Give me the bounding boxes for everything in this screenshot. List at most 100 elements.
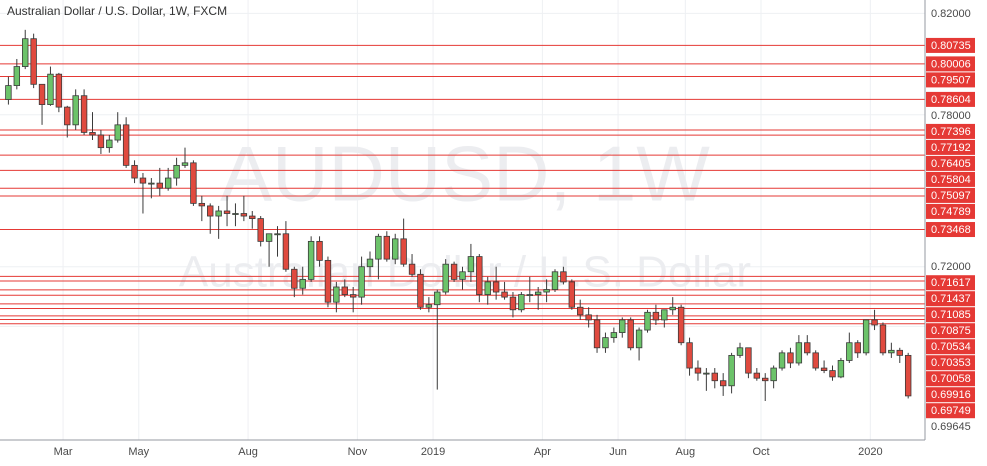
candle-body bbox=[417, 273, 424, 308]
candle-body bbox=[795, 342, 803, 364]
candle-body bbox=[72, 95, 79, 126]
candle-body bbox=[249, 215, 256, 219]
candle-body bbox=[265, 233, 273, 242]
candle-body bbox=[694, 367, 702, 374]
candle-body bbox=[80, 95, 88, 133]
candle-body bbox=[829, 370, 836, 378]
candle-body bbox=[896, 349, 903, 356]
candle-body bbox=[644, 311, 651, 331]
candle-body bbox=[661, 309, 668, 321]
levels bbox=[0, 44, 925, 325]
candle-body bbox=[425, 304, 433, 308]
candle-body bbox=[669, 306, 676, 311]
candle-body bbox=[804, 342, 811, 354]
level-label: 0.71085 bbox=[931, 309, 971, 321]
level-label-bg bbox=[926, 275, 975, 291]
candle-body bbox=[316, 240, 323, 261]
candle-body bbox=[450, 263, 458, 280]
watermark: AUDUSD, 1W bbox=[220, 130, 710, 218]
level-label-bg bbox=[926, 291, 975, 307]
candle-body bbox=[770, 367, 777, 382]
candle-body bbox=[442, 263, 449, 293]
candle-body bbox=[164, 177, 172, 189]
candle-body bbox=[148, 182, 155, 185]
candle-body bbox=[291, 268, 298, 289]
time-axis-bg bbox=[0, 440, 925, 466]
level-label-bg bbox=[926, 403, 975, 419]
candle-body bbox=[13, 66, 21, 86]
candle-body bbox=[753, 372, 761, 379]
candle-body bbox=[349, 294, 357, 298]
candle-body bbox=[888, 349, 895, 354]
candle-body bbox=[501, 291, 508, 298]
candle-body bbox=[114, 124, 121, 141]
candle-body bbox=[38, 83, 46, 105]
candle-body bbox=[408, 263, 416, 275]
level-label: 0.77396 bbox=[931, 126, 971, 138]
candle-body bbox=[585, 314, 592, 321]
level-label-bg bbox=[926, 323, 975, 339]
candle-body bbox=[602, 337, 609, 349]
level-label: 0.71437 bbox=[931, 293, 971, 305]
level-label: 0.78604 bbox=[931, 94, 971, 106]
candle-body bbox=[879, 324, 887, 354]
candle-body bbox=[198, 202, 206, 207]
candle-body bbox=[854, 342, 861, 354]
candle-body bbox=[5, 85, 12, 100]
candle-body bbox=[207, 205, 214, 217]
x-tick-label: Aug bbox=[676, 446, 696, 458]
level-label-bg bbox=[926, 139, 975, 155]
candle-body bbox=[787, 352, 794, 364]
candle-body bbox=[526, 294, 533, 296]
level-label-bg bbox=[926, 171, 975, 187]
level-label: 0.74789 bbox=[931, 206, 971, 218]
candle-body bbox=[820, 367, 828, 371]
x-tick-label: 2019 bbox=[421, 446, 445, 458]
level-label-bg bbox=[926, 339, 975, 355]
candle-body bbox=[635, 329, 643, 349]
candle-body bbox=[181, 162, 189, 166]
level-label: 0.75804 bbox=[931, 174, 971, 186]
candle-body bbox=[139, 177, 147, 184]
candle-body bbox=[837, 360, 845, 378]
candle-body bbox=[215, 210, 222, 217]
level-label: 0.69916 bbox=[931, 389, 971, 401]
x-tick-label: Oct bbox=[752, 446, 769, 458]
candle-body bbox=[846, 342, 853, 361]
chart-title: Australian Dollar / U.S. Dollar, 1W, FXC… bbox=[7, 4, 227, 18]
candle-body bbox=[560, 271, 567, 283]
level-label-bg bbox=[926, 56, 975, 72]
level-label: 0.76405 bbox=[931, 158, 971, 170]
candle-body bbox=[333, 286, 340, 303]
level-label-bg bbox=[926, 123, 975, 139]
candle-body bbox=[736, 347, 744, 356]
y-tick-label: 0.78000 bbox=[931, 110, 971, 122]
level-label: 0.80735 bbox=[931, 40, 971, 52]
candle-body bbox=[492, 281, 500, 293]
x-tick-label: Nov bbox=[348, 446, 368, 458]
candle-body bbox=[543, 289, 550, 293]
candle-body bbox=[190, 162, 197, 204]
candle-body bbox=[871, 319, 878, 326]
candle-body bbox=[131, 164, 138, 179]
candle-body bbox=[341, 286, 348, 295]
y-tick-label: 0.72000 bbox=[931, 261, 971, 273]
level-label-bg bbox=[926, 307, 975, 323]
candle-body bbox=[778, 352, 786, 369]
level-label: 0.77192 bbox=[931, 142, 971, 154]
candle-body bbox=[64, 106, 71, 126]
level-label-bg bbox=[926, 387, 975, 403]
candle-body bbox=[156, 182, 163, 189]
level-label: 0.70534 bbox=[931, 341, 971, 353]
candle-body bbox=[392, 238, 399, 260]
candle-body bbox=[358, 266, 365, 298]
candle-body bbox=[89, 132, 96, 136]
candle-body bbox=[476, 256, 483, 295]
candle-body bbox=[55, 73, 63, 108]
candle-body bbox=[534, 291, 542, 295]
level-label: 0.71617 bbox=[931, 277, 971, 289]
candle-body bbox=[307, 240, 315, 280]
candle-body bbox=[627, 319, 634, 349]
